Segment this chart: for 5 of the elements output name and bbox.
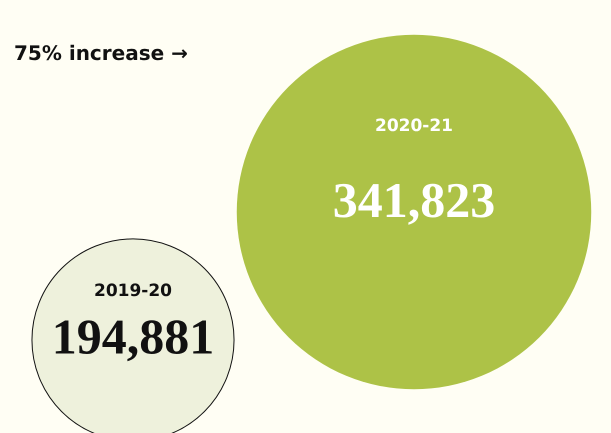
text: 75% increase → bbox=[14, 41, 188, 65]
data-label: 194,881 bbox=[52, 308, 214, 365]
category-label: 2019-20 bbox=[94, 280, 172, 301]
category-label: 2020-21 bbox=[374, 116, 454, 136]
data-label: 341,823 bbox=[332, 172, 496, 228]
